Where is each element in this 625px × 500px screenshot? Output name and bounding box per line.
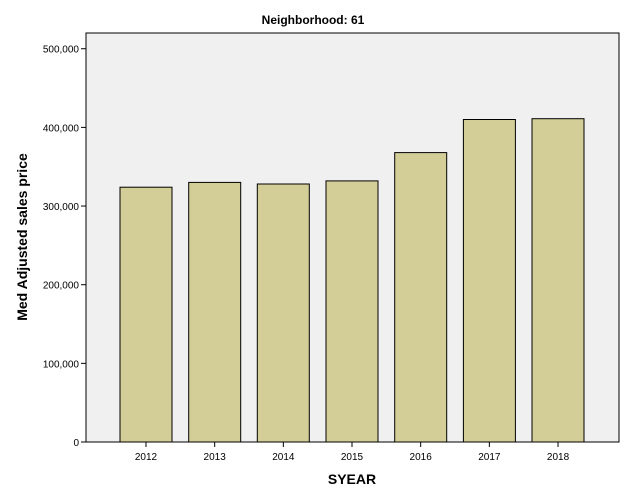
x-tick-label: 2016: [410, 452, 433, 463]
x-tick-label: 2013: [204, 452, 227, 463]
y-tick-label: 300,000: [43, 202, 80, 213]
bar-2014: [256, 183, 310, 443]
y-axis-label: Med Adjusted sales price: [14, 153, 30, 321]
bar-2017: [462, 119, 516, 443]
x-tick-label: 2014: [272, 452, 295, 463]
x-axis-label: SYEAR: [328, 471, 376, 487]
y-tick-label: 0: [73, 438, 79, 449]
bar-2013: [188, 181, 242, 443]
y-tick-label: 100,000: [43, 359, 80, 370]
y-tick-label: 500,000: [43, 45, 80, 56]
bar-2016: [394, 152, 448, 443]
chart-title: Neighborhood: 61: [262, 13, 365, 27]
bar-2015: [325, 180, 379, 443]
bar-2012: [119, 186, 173, 443]
x-tick-label: 2015: [341, 452, 364, 463]
y-tick-label: 200,000: [43, 281, 80, 292]
bar-2018: [531, 118, 585, 443]
x-tick-label: 2018: [547, 452, 570, 463]
x-tick-label: 2017: [478, 452, 501, 463]
x-tick-label: 2012: [135, 452, 158, 463]
y-tick-label: 400,000: [43, 123, 80, 134]
